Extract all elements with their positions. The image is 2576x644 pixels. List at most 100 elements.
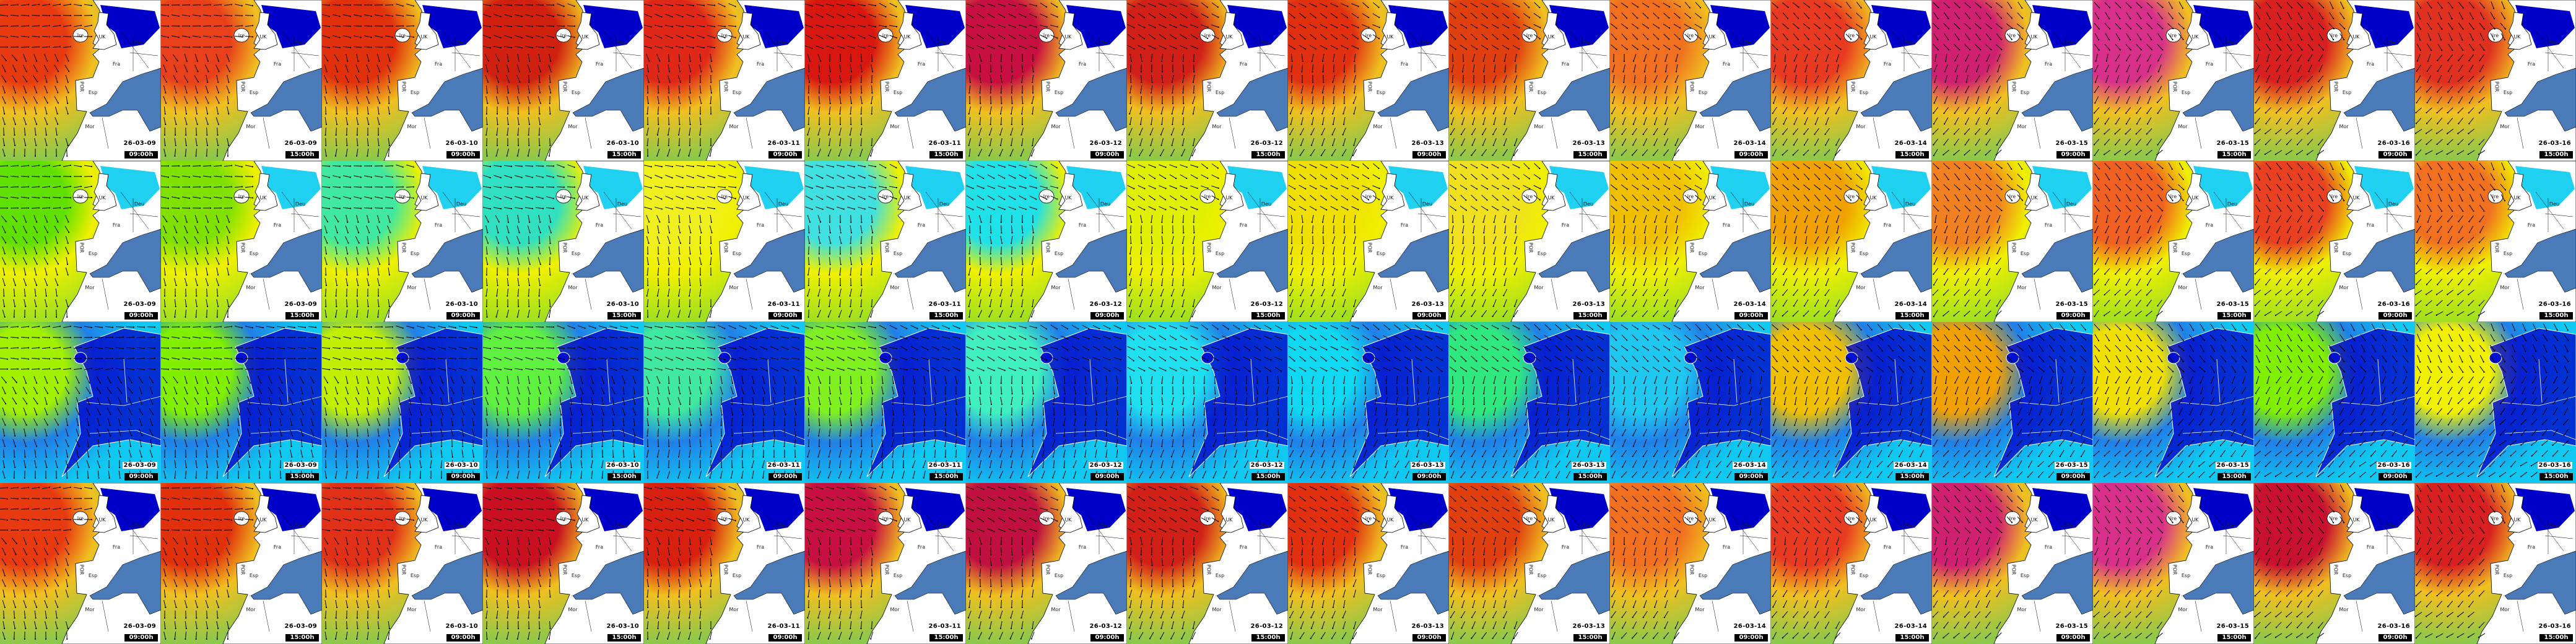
forecast-map-tile[interactable]: Ire UK Deu Fra Esp POR Mor 26-03-15 09:00h xyxy=(1932,0,2093,161)
wind-arrow-icon xyxy=(194,85,198,94)
forecast-map-tile[interactable]: Ire UK Deu Fra Esp POR Mor 26-03-09 15:00h xyxy=(161,0,322,161)
wind-arrow-icon xyxy=(1299,173,1306,180)
forecast-map-tile[interactable]: Ire UK Deu Fra Esp POR Mor 26-03-11 09:00h xyxy=(644,0,805,161)
wind-arrow-icon xyxy=(278,386,284,394)
forecast-map-tile[interactable]: Ire UK Deu Fra Esp POR Mor 26-03-10 15:00h xyxy=(483,0,644,161)
forecast-map-tile[interactable]: Ire UK Deu Fra Esp POR Mor 26-03-16 15:00h xyxy=(2415,0,2576,161)
wind-arrow-icon xyxy=(2438,33,2442,41)
wind-arrow-icon xyxy=(171,25,180,27)
wind-arrow-icon xyxy=(355,418,360,426)
wind-arrow-icon xyxy=(174,309,176,318)
wind-arrow-icon xyxy=(485,106,487,115)
wind-arrow-icon xyxy=(266,347,274,350)
forecast-map-tile[interactable]: Ire UK Deu Fra Esp POR Mor 26-03-10 09:00h xyxy=(322,161,483,322)
wind-arrow-icon xyxy=(1150,116,1153,126)
forecast-map-tile[interactable]: Ire UK Deu Fra Esp POR Mor 26-03-10 15:00h xyxy=(483,161,644,322)
wind-arrow-icon xyxy=(2126,194,2131,202)
forecast-map-tile[interactable]: Ire UK Deu Fra Esp POR Mor 26-03-10 09:00h xyxy=(322,0,483,161)
wind-arrow-icon xyxy=(2125,23,2132,30)
forecast-map-tile[interactable]: Ire UK Deu Fra Esp POR Mor 26-03-15 09:00h xyxy=(1932,161,2093,322)
forecast-map-tile[interactable]: Ire UK Deu Fra Esp POR Mor 26-03-11 15:00h xyxy=(805,161,966,322)
wind-arrow-icon xyxy=(333,336,341,339)
wind-arrow-icon xyxy=(63,186,72,188)
wind-arrow-icon xyxy=(1975,23,1982,30)
forecast-map-tile[interactable]: Ire UK Deu Fra Esp POR Mor 26-03-12 15:00h xyxy=(1127,0,1288,161)
wind-arrow-icon xyxy=(65,138,69,146)
wind-arrow-icon xyxy=(322,165,331,167)
wind-arrow-icon xyxy=(1481,45,1489,50)
wind-arrow-icon xyxy=(2307,117,2313,125)
wind-arrow-icon xyxy=(1975,2,1982,8)
wind-arrow-icon xyxy=(848,149,853,157)
wind-arrow-icon xyxy=(128,376,133,384)
forecast-map-tile[interactable]: Ire UK Deu Fra Esp POR Mor 26-03-15 15:00h xyxy=(2093,161,2254,322)
wind-arrow-icon xyxy=(517,127,520,136)
forecast-map-tile[interactable]: 26-03-09 15:00h xyxy=(161,322,322,483)
wind-arrow-icon xyxy=(1289,194,1295,201)
forecast-map-tile[interactable]: Ire UK Deu Fra Esp POR Mor 26-03-16 09:00h xyxy=(2254,0,2415,161)
wind-arrow-icon xyxy=(174,278,177,286)
wind-arrow-icon xyxy=(987,34,995,40)
forecast-map-tile[interactable]: Ire UK Deu Fra Esp POR Mor 26-03-12 09:00h xyxy=(966,0,1127,161)
forecast-map-tile[interactable]: Ire UK Deu Fra Esp POR Mor 26-03-12 09:00h xyxy=(966,161,1127,322)
wind-arrow-icon xyxy=(185,127,187,136)
forecast-map-tile[interactable]: Ire UK Deu Fra Esp POR Mor 26-03-09 15:00h xyxy=(161,161,322,322)
forecast-map-tile[interactable]: Ire UK Deu Fra Esp POR Mor 26-03-13 15:00h xyxy=(1449,0,1610,161)
wind-arrow-icon xyxy=(549,267,551,276)
ireland-landmass xyxy=(233,28,250,43)
forecast-map-tile[interactable]: Ire UK Deu Fra Esp POR Mor 26-03-16 09:00h xyxy=(2254,161,2415,322)
wind-arrow-icon xyxy=(507,257,510,265)
forecast-map-tile[interactable]: Ire UK Deu Fra Esp POR Mor 26-03-11 09:00h xyxy=(644,161,805,322)
wind-arrow-icon xyxy=(655,35,663,39)
forecast-time: 09:00h xyxy=(124,312,158,320)
wind-arrow-icon xyxy=(163,407,167,416)
wind-arrow-icon xyxy=(1643,225,1647,233)
wind-arrow-icon xyxy=(496,267,498,276)
forecast-map-tile[interactable]: 26-03-09 09:00h xyxy=(0,322,161,483)
wind-arrow-icon xyxy=(567,25,576,27)
wind-arrow-icon xyxy=(367,428,369,437)
wind-arrow-icon xyxy=(2307,246,2313,255)
forecast-map-tile[interactable]: Ire UK Deu Fra Esp POR Mor 26-03-16 15:00h xyxy=(2415,161,2576,322)
wind-arrow-icon xyxy=(1933,163,1939,170)
wind-arrow-icon xyxy=(1612,225,1616,233)
wind-arrow-icon xyxy=(2178,194,2184,201)
forecast-map-tile[interactable]: Ire UK Deu Fra Esp POR Mor 26-03-15 15:00h xyxy=(2093,0,2254,161)
wind-arrow-icon xyxy=(816,185,824,189)
wind-arrow-icon xyxy=(1460,163,1468,169)
wind-arrow-icon xyxy=(2427,75,2432,83)
forecast-map-tile[interactable]: Ire UK Deu Fra Esp POR Mor 26-03-13 15:00h xyxy=(1449,161,1610,322)
forecast-map-tile[interactable]: Ire UK Deu Fra Esp POR Mor 26-03-14 15:00h xyxy=(1771,0,1932,161)
wind-arrow-icon xyxy=(2329,12,2334,20)
forecast-map-tile[interactable]: Ire UK Deu Fra Esp POR Mor 26-03-09 09:00h xyxy=(0,0,161,161)
wind-arrow-icon xyxy=(1151,246,1153,255)
forecast-map-tile[interactable]: Ire UK Deu Fra Esp POR Mor 26-03-13 09:00h xyxy=(1288,161,1449,322)
wind-arrow-icon xyxy=(1933,278,1938,286)
wind-arrow-icon xyxy=(346,428,348,437)
forecast-map-tile[interactable]: Ire UK Deu Fra Esp POR Mor 26-03-14 09:00h xyxy=(1610,161,1771,322)
forecast-map-tile[interactable]: Ire UK Deu Fra Esp POR Mor 26-03-13 09:00h xyxy=(1288,0,1449,161)
wind-arrow-icon xyxy=(163,386,167,394)
forecast-map-tile[interactable]: Ire UK Deu Fra Esp POR Mor 26-03-09 09:00h xyxy=(0,161,161,322)
wind-arrow-icon xyxy=(115,368,124,371)
wind-arrow-icon xyxy=(1309,163,1317,168)
forecast-map-tile[interactable]: 26-03-10 15:00h xyxy=(483,322,644,483)
wind-arrow-icon xyxy=(43,96,48,104)
wind-arrow-icon xyxy=(364,165,373,167)
wind-arrow-icon xyxy=(1631,149,1638,156)
wind-arrow-icon xyxy=(2136,44,2143,51)
wind-arrow-icon xyxy=(13,309,15,318)
wind-arrow-icon xyxy=(1974,310,1981,317)
wind-arrow-icon xyxy=(322,368,331,370)
forecast-map-tile[interactable]: Ire UK Deu Fra Esp POR Mor 26-03-14 09:00h xyxy=(1610,0,1771,161)
forecast-map-tile[interactable]: Ire UK Deu Fra Esp POR Mor 26-03-14 15:00h xyxy=(1771,161,1932,322)
forecast-map-tile[interactable]: Ire UK Deu Fra Esp POR Mor 26-03-11 15:00h xyxy=(805,0,966,161)
wind-arrow-icon xyxy=(13,460,16,468)
forecast-map-tile[interactable]: 26-03-10 09:00h xyxy=(322,322,483,483)
wind-arrow-icon xyxy=(2256,194,2260,202)
forecast-map-tile[interactable]: Ire UK Deu Fra Esp POR Mor 26-03-12 15:00h xyxy=(1127,161,1288,322)
wind-arrow-icon xyxy=(868,46,876,49)
wind-arrow-icon xyxy=(696,25,705,28)
wind-arrow-icon xyxy=(324,85,328,94)
